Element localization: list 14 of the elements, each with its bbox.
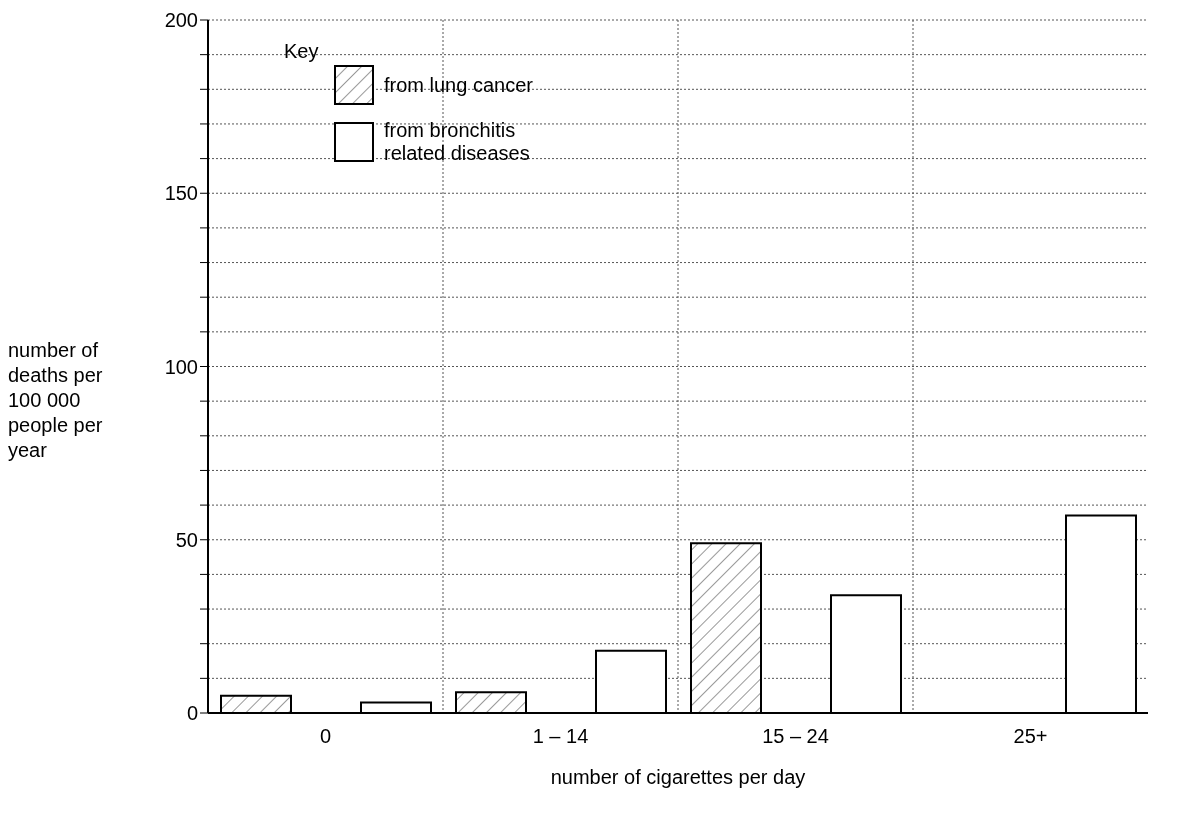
x-tick-label: 0 [319,725,332,748]
legend-label: from bronchitis related diseases [384,119,531,165]
legend-label: from lung cancer [384,73,534,97]
y-tick-label: 200 [164,9,198,32]
y-tick-label: 50 [175,528,198,551]
x-tick-label: 25+ [1013,725,1048,748]
y-tick-label: 150 [164,182,198,205]
y-axis-title: number of deaths per 100 000 people per year [8,338,104,463]
x-axis-title: number of cigarettes per day [550,766,806,788]
legend-title: Key [284,40,320,63]
x-tick-label: 15 – 24 [762,725,829,748]
y-tick-label: 100 [164,355,198,378]
x-tick-label: 1 – 14 [532,725,589,748]
y-tick-label: 0 [186,702,198,725]
